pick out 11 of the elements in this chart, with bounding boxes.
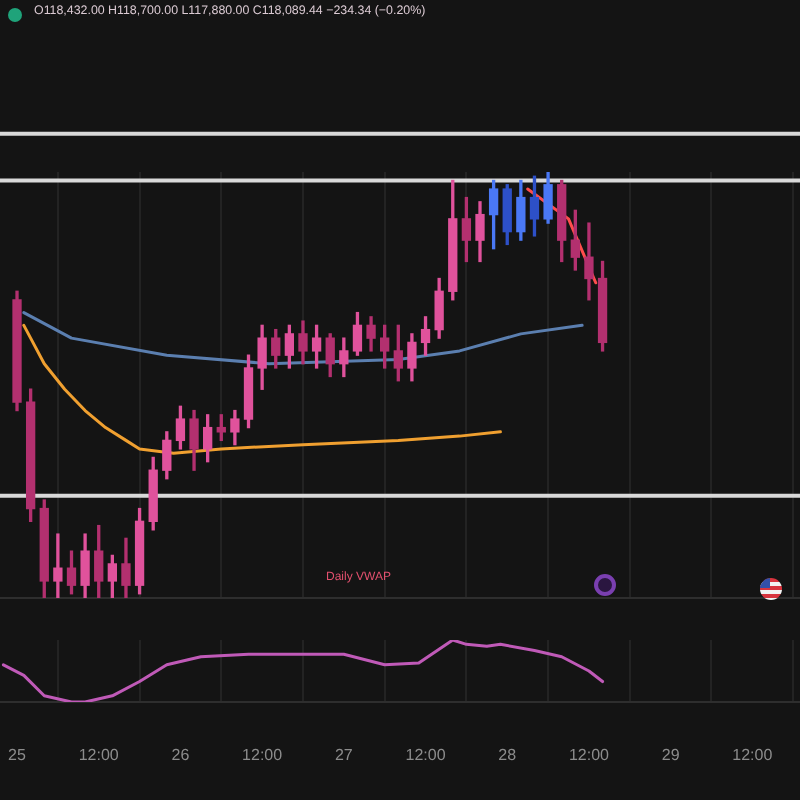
x-tick-label: 12:00 — [732, 746, 774, 765]
x-tick-label: 25 — [8, 746, 28, 765]
x-tick-label: 12:00 — [242, 746, 284, 765]
x-tick-label: 27 — [334, 746, 354, 765]
x-tick-label: 26 — [171, 746, 191, 765]
x-tick-label: 12:00 — [568, 746, 611, 765]
x-tick-label: 12:00 — [405, 746, 447, 765]
candlestick — [53, 533, 63, 598]
x-tick-label: 28 — [498, 746, 518, 765]
x-tick-label: 29 — [661, 746, 681, 765]
x-tick-label: 12:00 — [78, 746, 120, 765]
